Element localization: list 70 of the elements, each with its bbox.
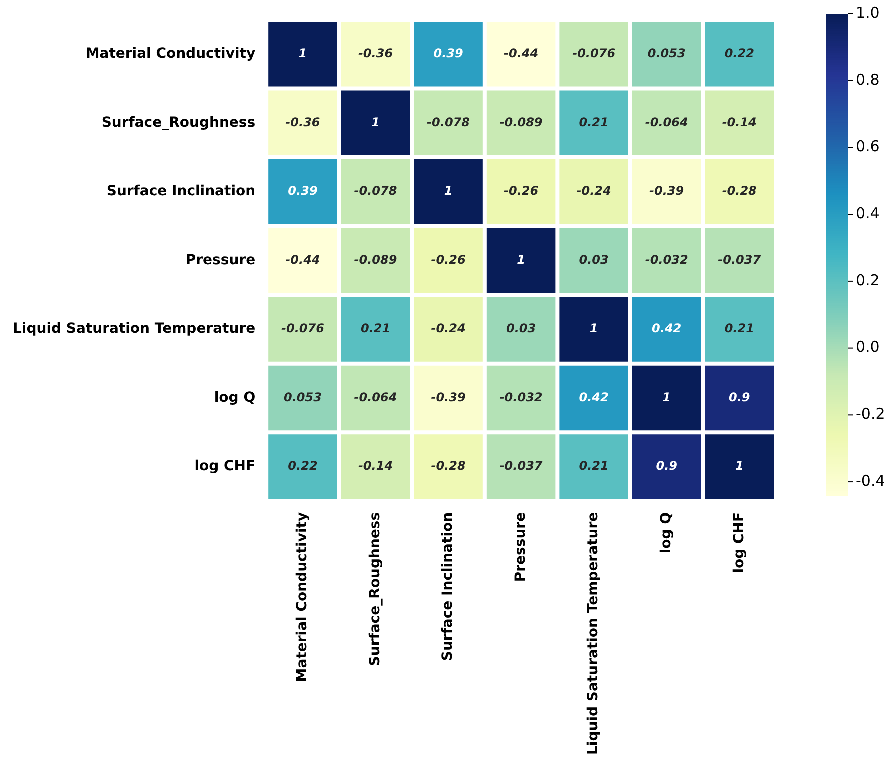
data-label: 0.22 bbox=[724, 46, 754, 61]
data-label: -0.26 bbox=[431, 252, 466, 267]
data-label: -0.39 bbox=[650, 184, 684, 198]
data-label: -0.44 bbox=[286, 252, 320, 267]
data-label: -0.032 bbox=[500, 390, 543, 404]
x-tick-label: Surface_Roughness bbox=[367, 512, 384, 666]
x-tick-label: Pressure bbox=[512, 512, 529, 582]
color-bar-label: 0.2 bbox=[856, 271, 880, 290]
data-label: 0.21 bbox=[579, 459, 609, 474]
data-label: -0.36 bbox=[286, 115, 320, 130]
data-label: -0.24 bbox=[431, 322, 466, 336]
data-label: 0.22 bbox=[288, 459, 318, 474]
y-tick-label: log Q bbox=[214, 390, 256, 406]
data-label: -0.089 bbox=[354, 252, 398, 267]
data-label: -0.28 bbox=[431, 459, 466, 474]
data-label: 0.42 bbox=[579, 390, 609, 404]
data-label: -0.032 bbox=[645, 252, 688, 267]
data-label: 0.42 bbox=[652, 322, 682, 336]
data-label: 1 bbox=[298, 46, 308, 61]
data-label: 0.21 bbox=[724, 322, 754, 336]
data-label: 0.21 bbox=[360, 322, 391, 336]
x-tick-label: Liquid Saturation Temperature bbox=[586, 512, 602, 755]
x-tick-label: log CHF bbox=[731, 512, 748, 574]
data-label: -0.14 bbox=[358, 459, 394, 474]
y-tick-label: Surface Inclination bbox=[106, 184, 256, 200]
data-label: -0.037 bbox=[500, 459, 544, 474]
y-tick-label: Surface_Roughness bbox=[102, 114, 256, 131]
data-label: -0.078 bbox=[354, 184, 398, 198]
x-tick-label: log Q bbox=[658, 512, 674, 554]
data-label: -0.28 bbox=[722, 184, 757, 198]
data-label: -0.076 bbox=[572, 46, 616, 61]
data-label: 0.053 bbox=[648, 46, 686, 61]
data-label: 1 bbox=[372, 115, 380, 130]
data-label: 0.03 bbox=[579, 252, 609, 267]
color-bar-label: 1.0 bbox=[856, 4, 880, 22]
color-bar-label: -0.2 bbox=[856, 405, 886, 424]
data-label: 0.9 bbox=[728, 390, 750, 404]
data-label: -0.44 bbox=[504, 46, 539, 61]
data-label: 0.053 bbox=[284, 390, 322, 404]
data-label: 1 bbox=[662, 390, 672, 404]
data-label: -0.39 bbox=[431, 390, 466, 404]
x-tick-label: Surface Inclination bbox=[440, 512, 456, 662]
color-bar-label: 0.6 bbox=[856, 138, 880, 156]
data-label: -0.36 bbox=[358, 46, 394, 61]
y-tick-label: Liquid Saturation Temperature bbox=[13, 321, 256, 338]
y-tick-label: Material Conductivity bbox=[86, 46, 256, 62]
color-bar-label: 0.0 bbox=[856, 338, 880, 356]
data-label: 1 bbox=[590, 322, 598, 336]
color-bar-label: 0.4 bbox=[856, 204, 880, 222]
data-label: -0.089 bbox=[500, 115, 543, 130]
data-label: 0.39 bbox=[434, 46, 464, 61]
data-label: -0.24 bbox=[576, 184, 612, 198]
data-label: -0.064 bbox=[645, 115, 688, 130]
color-bar-label: -0.4 bbox=[856, 472, 886, 490]
data-label: 0.9 bbox=[656, 459, 678, 474]
data-label: -0.078 bbox=[427, 115, 470, 130]
data-label: -0.14 bbox=[722, 115, 757, 130]
color-bar-label: 0.8 bbox=[856, 70, 880, 89]
data-label: -0.037 bbox=[718, 252, 762, 267]
data-label: 1 bbox=[517, 252, 526, 267]
data-label: 1 bbox=[735, 459, 744, 474]
data-label: 0.39 bbox=[288, 184, 318, 198]
y-tick-label: Pressure bbox=[186, 252, 256, 268]
data-label: -0.064 bbox=[354, 390, 398, 404]
data-label: 0.21 bbox=[579, 115, 609, 130]
data-label: 1 bbox=[444, 184, 453, 198]
y-tick-label: log CHF bbox=[194, 458, 256, 475]
data-label: -0.076 bbox=[282, 322, 324, 336]
data-label: -0.26 bbox=[504, 184, 539, 198]
data-label: 0.03 bbox=[506, 322, 536, 336]
